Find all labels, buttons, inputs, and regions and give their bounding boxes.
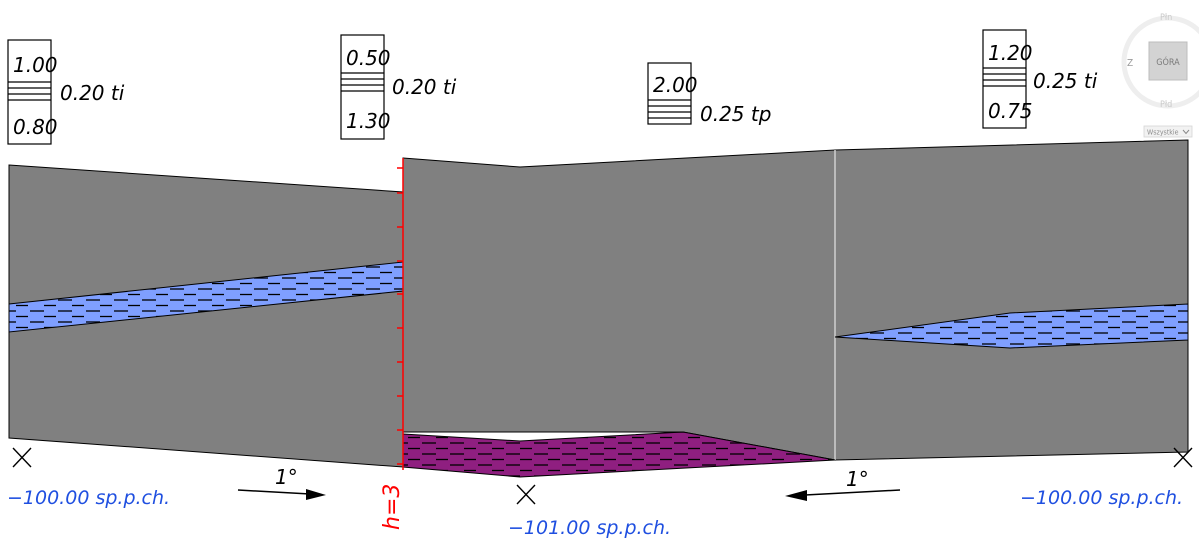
- borehole-2-bottom: 1.30: [346, 109, 391, 133]
- viewcube-west-label[interactable]: Z: [1127, 58, 1133, 69]
- viewcube-compass-ring: [1121, 15, 1199, 109]
- borehole-2: 0.50 1.30: [340, 34, 391, 140]
- viewcube[interactable]: Płn Płd Z GÓRA Wszystkie: [1121, 13, 1199, 138]
- slope-arrow-right: [785, 489, 901, 501]
- viewcube-menu-button[interactable]: [1143, 125, 1193, 138]
- viewcube-north-label[interactable]: Płn: [1160, 13, 1172, 23]
- viewcube-face[interactable]: [1148, 41, 1188, 81]
- elevation-left: −100.00 sp.p.ch.: [7, 487, 170, 509]
- borehole-1-note: 0.20 ti: [60, 81, 125, 105]
- borehole-3-top: 2.00: [653, 73, 698, 97]
- cross-marker-left: [12, 447, 32, 468]
- slope-label-right: 1°: [846, 467, 869, 491]
- cross-marker-center: [516, 484, 536, 505]
- viewcube-face-label[interactable]: GÓRA: [1156, 56, 1180, 68]
- borehole-4-note: 0.25 ti: [1033, 69, 1098, 93]
- borehole-4: 1.20 0.75: [982, 29, 1033, 129]
- cross-marker-right: [1173, 447, 1193, 468]
- borehole-4-top: 1.20: [988, 41, 1033, 65]
- water-layer-left-hatch: [9, 262, 403, 332]
- borehole-3-note: 0.25 tp: [700, 102, 771, 126]
- elevation-right: −100.00 sp.p.ch.: [1020, 487, 1183, 509]
- borehole-1: 1.00 0.80: [7, 39, 58, 145]
- borehole-2-note: 0.20 ti: [392, 75, 457, 99]
- soil-block-center: [402, 149, 836, 461]
- pit-layer-hatch: [403, 432, 835, 477]
- borehole-1-top: 1.00: [13, 53, 58, 77]
- height-axis: [397, 158, 404, 470]
- viewcube-south-label[interactable]: Płd: [1160, 100, 1172, 110]
- viewcube-menu-label: Wszystkie: [1147, 129, 1179, 137]
- borehole-3: 2.00: [647, 62, 698, 125]
- slope-label-left: 1°: [275, 465, 298, 489]
- chevron-down-icon: [1182, 129, 1190, 135]
- elevation-center: −101.00 sp.p.ch.: [508, 517, 671, 539]
- slope-arrow-left: [237, 489, 326, 500]
- soil-block-right: [834, 139, 1189, 461]
- borehole-1-bottom: 0.80: [13, 115, 58, 139]
- borehole-4-bottom: 0.75: [988, 99, 1033, 123]
- water-layer-right-hatch: [835, 304, 1188, 348]
- borehole-2-top: 0.50: [346, 46, 391, 70]
- height-label: h=3: [380, 484, 405, 530]
